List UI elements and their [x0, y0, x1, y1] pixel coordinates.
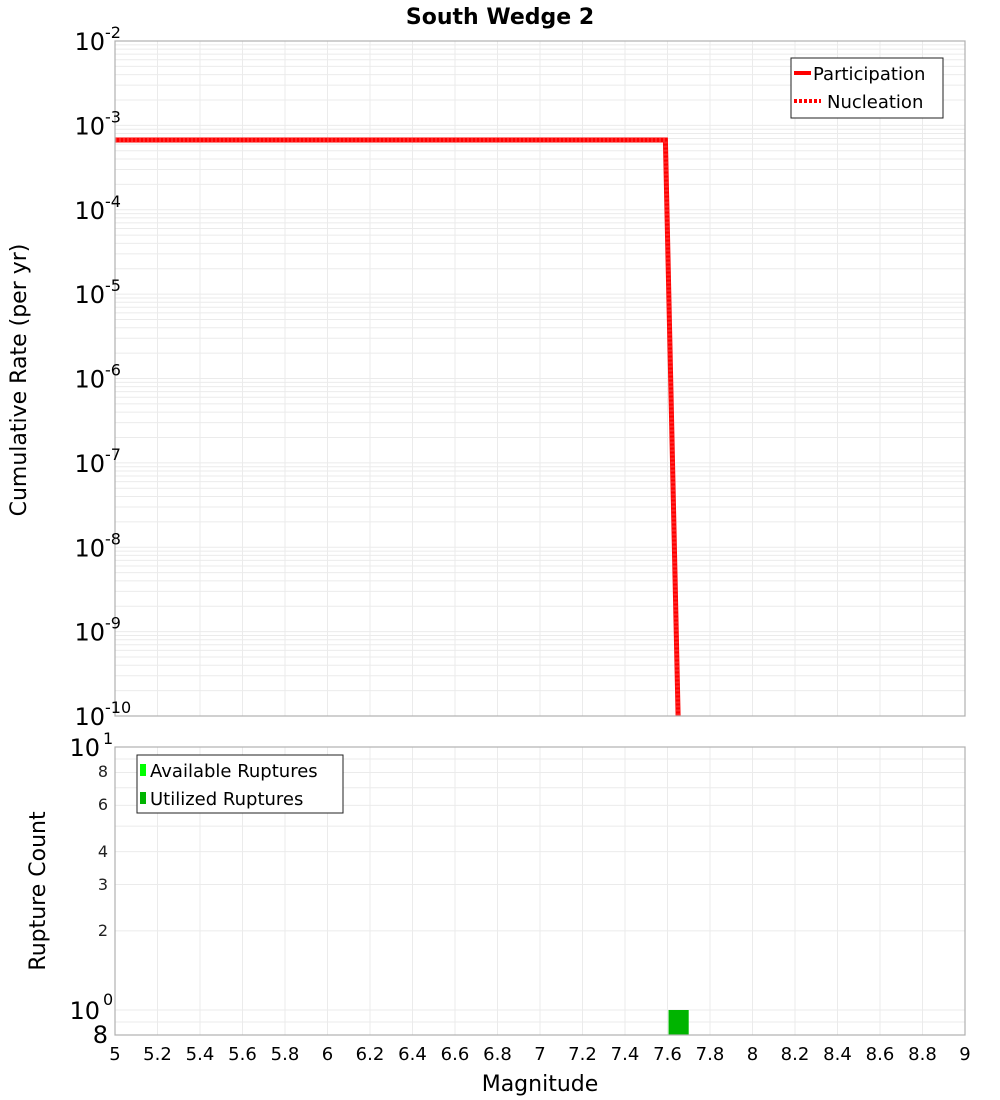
y-tick-10-1-base: 10: [69, 734, 100, 762]
x-tick-label: 5: [109, 1044, 120, 1065]
x-tick-label: 7.8: [696, 1044, 725, 1065]
top-y-axis-ticks: 10-210-310-410-510-610-710-810-910-10: [74, 23, 131, 731]
y-tick-exponent: -2: [105, 23, 121, 42]
chart-title: South Wedge 2: [406, 5, 594, 30]
x-tick-label: 8.8: [908, 1044, 937, 1065]
legend-utilized: Utilized Ruptures: [150, 789, 303, 810]
y-tick-8: 8: [98, 762, 108, 781]
bottom-plot-frame: [114, 746, 966, 1036]
bottom-y-axis-label: Rupture Count: [26, 811, 51, 971]
x-tick-label: 9: [959, 1044, 970, 1065]
y-tick-4: 4: [98, 842, 108, 861]
x-tick-label: 5.2: [143, 1044, 172, 1065]
x-tick-label: 5.6: [228, 1044, 257, 1065]
bottom-y-axis-ticks: 10 1 8 6 4 3 2 10 0 8: [69, 729, 113, 1049]
y-tick-base: 10: [74, 112, 105, 140]
y-tick-exponent: -9: [105, 614, 121, 633]
y-tick-3: 3: [98, 875, 108, 894]
top-series: [115, 137, 681, 717]
y-tick-base: 10: [74, 28, 105, 56]
x-tick-label: 8.4: [823, 1044, 852, 1065]
x-tick-label: 6.2: [356, 1044, 385, 1065]
x-axis-ticks: 5 5.2 5.4 5.6 5.8 6 6.2 6.4 6.6 6.8 7 7.2 7.4 7.6 7.8 8…: [109, 1044, 970, 1065]
top-grid: [114, 41, 966, 717]
legend-nucleation: Nucleation: [827, 92, 923, 113]
legend-participation: Participation: [813, 64, 925, 85]
utilized-ruptures-bar: [668, 1010, 689, 1035]
x-tick-label: 6.6: [441, 1044, 470, 1065]
available-legend-swatch: [140, 764, 146, 776]
x-tick-label: 8: [747, 1044, 758, 1065]
y-tick-exponent: -10: [105, 698, 131, 717]
x-tick-label: 6.4: [398, 1044, 427, 1065]
y-tick-2: 2: [98, 921, 108, 940]
y-tick-exponent: -6: [105, 361, 121, 380]
y-tick-exponent: -8: [105, 529, 121, 548]
x-tick-label: 6: [322, 1044, 333, 1065]
top-plot-frame: [114, 40, 966, 717]
y-tick-exponent: -7: [105, 445, 121, 464]
x-tick-label: 7.2: [568, 1044, 597, 1065]
top-legend-box: [790, 57, 944, 119]
bottom-legend: Available Ruptures Utilized Ruptures: [136, 754, 344, 814]
x-tick-label: 7: [534, 1044, 545, 1065]
y-tick-base: 10: [74, 703, 105, 731]
x-tick-label: 5.4: [186, 1044, 215, 1065]
top-plot: 10-210-310-410-510-610-710-810-910-10 Cu…: [7, 23, 966, 731]
bottom-plot: 10 1 8 6 4 3 2 10 0 8 Rupture Count Avai…: [26, 729, 966, 1049]
y-tick-exponent: -4: [105, 192, 121, 211]
y-tick-6: 6: [98, 795, 108, 814]
top-legend: Participation Nucleation: [790, 57, 944, 119]
top-y-axis-label: Cumulative Rate (per yr): [7, 244, 32, 517]
y-tick-base: 10: [74, 281, 105, 309]
y-tick-base: 10: [74, 450, 105, 478]
y-tick-10-0-exp: 0: [103, 990, 113, 1009]
y-tick-base: 10: [74, 534, 105, 562]
x-tick-label: 5.8: [271, 1044, 300, 1065]
bottom-bars: [668, 1010, 689, 1035]
x-tick-label: 7.6: [653, 1044, 682, 1065]
x-tick-label: 8.6: [866, 1044, 895, 1065]
x-tick-label: 8.2: [781, 1044, 810, 1065]
y-tick-base: 10: [74, 366, 105, 394]
y-tick-base: 10: [74, 197, 105, 225]
y-tick-exponent: -5: [105, 276, 121, 295]
y-tick-10-1-exp: 1: [103, 729, 113, 748]
x-axis-label: Magnitude: [482, 1072, 599, 1097]
utilized-legend-swatch: [140, 792, 146, 804]
x-tick-label: 7.4: [611, 1044, 640, 1065]
bottom-legend-box: [136, 754, 344, 814]
x-tick-label: 6.8: [483, 1044, 512, 1065]
y-tick-bottom-8: 8: [93, 1021, 108, 1049]
participation-line: [115, 137, 681, 717]
y-tick-10-0-base: 10: [69, 997, 100, 1025]
y-tick-exponent: -3: [105, 107, 121, 126]
y-tick-base: 10: [74, 619, 105, 647]
legend-available: Available Ruptures: [150, 761, 318, 782]
